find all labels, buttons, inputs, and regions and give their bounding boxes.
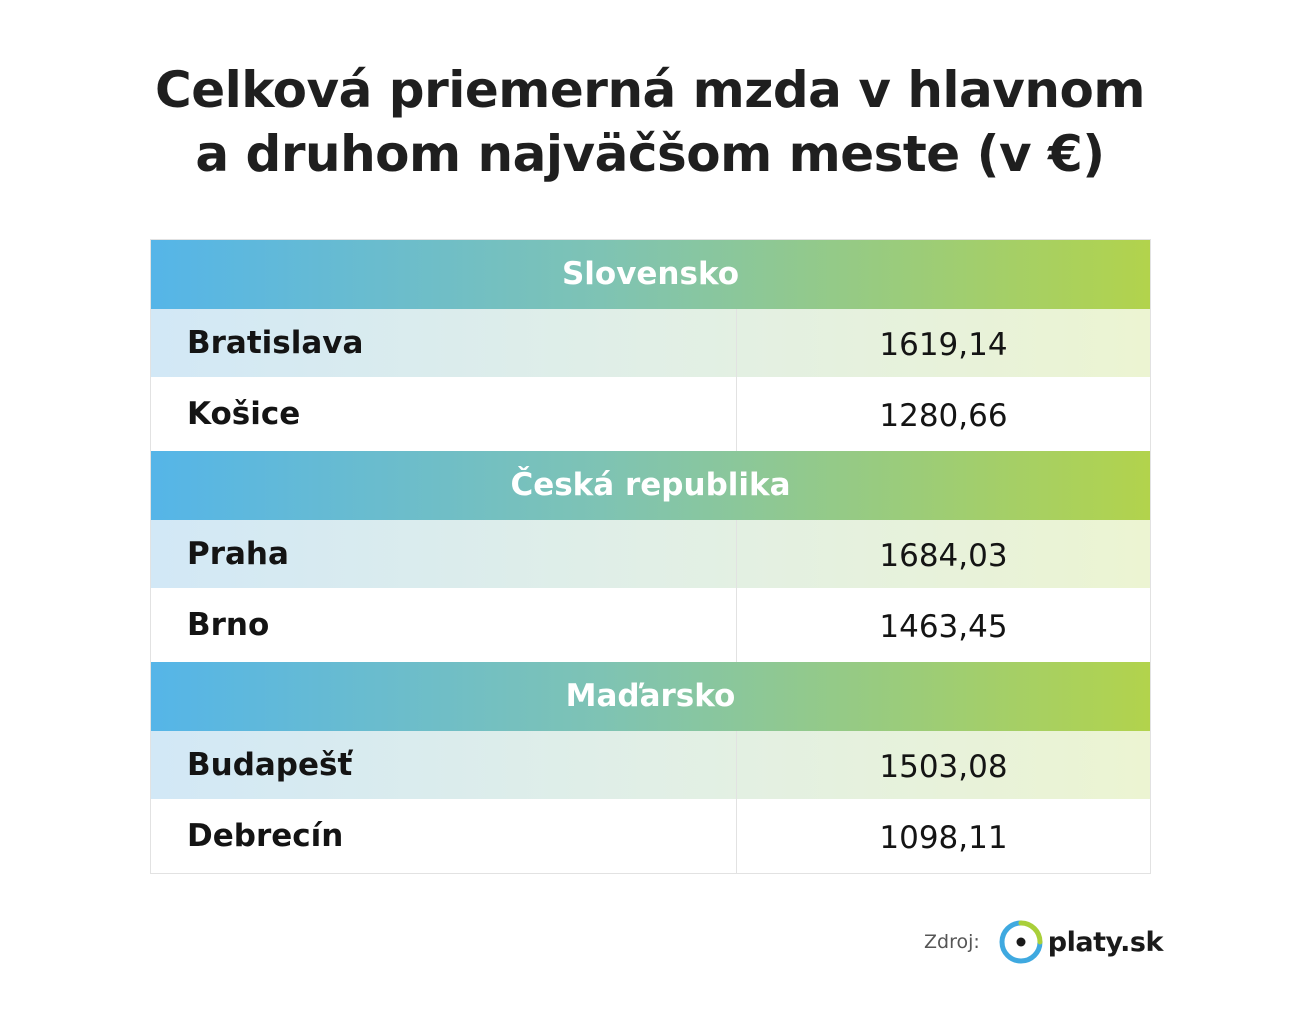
group-header: Maďarsko — [151, 662, 1150, 731]
city-name-cell: Debrecín — [151, 799, 737, 873]
city-name-cell: Košice — [151, 377, 737, 451]
wage-table: Slovensko Bratislava 1619,14 Košice 1280,66 Č… — [150, 239, 1151, 874]
table-row: Budapešť 1503,08 — [151, 731, 1150, 799]
title-line-1: Celková priemerná mzda v hlavnom — [155, 61, 1145, 119]
platy-logo-text: platy.sk — [1047, 926, 1164, 958]
table-row: Praha 1684,03 — [151, 520, 1150, 588]
group-header: Česká republika — [151, 451, 1150, 520]
wage-value-cell: 1503,08 — [879, 749, 1008, 785]
wage-value-cell: 1463,45 — [879, 609, 1008, 645]
table-row: Debrecín 1098,11 — [151, 799, 1150, 873]
city-name-cell: Budapešť — [151, 731, 737, 799]
city-name-cell: Brno — [151, 588, 737, 662]
platy-logo-icon — [999, 920, 1043, 964]
page-title: Celková priemerná mzda v hlavnom a druho… — [0, 58, 1300, 186]
group-header: Slovensko — [151, 240, 1150, 309]
platy-logo: platy.sk — [998, 919, 1163, 965]
table-row: Košice 1280,66 — [151, 377, 1150, 451]
table-row: Bratislava 1619,14 — [151, 309, 1150, 377]
city-name-cell: Bratislava — [151, 309, 737, 377]
source-label: Zdroj: — [924, 931, 980, 953]
wage-value-cell: 1280,66 — [879, 398, 1008, 434]
wage-value-cell: 1619,14 — [879, 327, 1008, 363]
source-credit: Zdroj: platy.sk — [924, 917, 1163, 967]
title-line-2: a druhom najväčšom meste (v €) — [195, 125, 1105, 183]
table-row: Brno 1463,45 — [151, 588, 1150, 662]
wage-value-cell: 1098,11 — [879, 820, 1008, 856]
city-name-cell: Praha — [151, 520, 737, 588]
wage-value-cell: 1684,03 — [879, 538, 1008, 574]
